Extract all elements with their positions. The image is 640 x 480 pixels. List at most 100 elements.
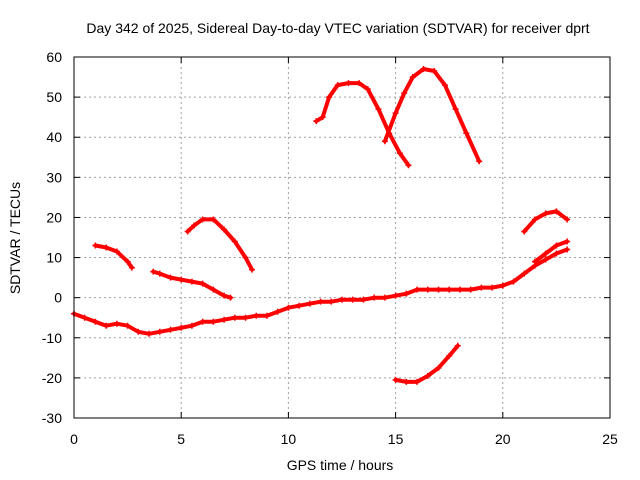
data-point [435, 364, 442, 371]
data-point [188, 322, 195, 329]
data-point [454, 342, 461, 349]
data-point [178, 324, 185, 331]
data-point [553, 242, 560, 249]
chart-title: Day 342 of 2025, Sidereal Day-to-day VTE… [86, 20, 589, 36]
data-point [103, 244, 110, 251]
data-point [150, 268, 157, 275]
data-point [414, 286, 421, 293]
data-point [339, 296, 345, 303]
series-arc-f [392, 342, 461, 385]
data-point [296, 302, 303, 309]
x-tick-label: 0 [70, 431, 78, 447]
data-point [478, 284, 485, 291]
data-point [392, 292, 399, 299]
data-point [553, 208, 560, 215]
data-point [199, 318, 206, 325]
data-point [113, 248, 120, 255]
data-point [317, 298, 324, 305]
y-tick-label: -30 [42, 410, 62, 426]
data-point [92, 242, 99, 249]
data-point [553, 250, 560, 257]
data-point [199, 280, 206, 287]
data-point [446, 286, 453, 293]
data-point [231, 314, 238, 321]
series-group [71, 66, 571, 385]
data-point [420, 66, 427, 73]
data-point [356, 80, 363, 87]
data-point [467, 286, 474, 293]
data-point [306, 300, 313, 307]
series-line-arc-h [533, 239, 570, 264]
data-point [128, 264, 135, 271]
data-point [231, 238, 238, 245]
data-point [135, 328, 142, 335]
data-point [242, 254, 249, 261]
data-point [227, 294, 234, 301]
data-point [360, 296, 367, 303]
data-point [221, 292, 228, 299]
y-tick-label: -10 [42, 330, 62, 346]
data-point [564, 216, 571, 223]
data-point [242, 314, 249, 321]
data-point [349, 296, 356, 303]
data-point [221, 316, 228, 323]
data-point [521, 228, 528, 235]
data-point [178, 276, 185, 283]
data-point [510, 278, 517, 285]
data-point [431, 68, 438, 75]
data-point [476, 158, 483, 165]
data-point [113, 320, 120, 327]
data-point [452, 106, 459, 113]
data-point [414, 378, 421, 385]
data-point [319, 114, 326, 121]
data-point [210, 216, 217, 223]
data-point [531, 258, 538, 265]
data-point [221, 226, 228, 233]
data-point [499, 282, 506, 289]
series-arc-a [92, 242, 135, 271]
data-point [371, 294, 378, 301]
data-point [326, 94, 333, 101]
data-point [405, 162, 412, 169]
x-tick-label: 5 [177, 431, 185, 447]
data-point [542, 250, 549, 257]
series-arc-g [521, 208, 571, 235]
data-point [424, 372, 431, 379]
series-arc-d [313, 80, 412, 169]
data-point [334, 82, 341, 89]
y-tick-label: 10 [46, 250, 62, 266]
data-point [156, 328, 163, 335]
series-line-arc-e [382, 67, 482, 164]
data-point [103, 322, 110, 329]
data-point [191, 222, 198, 229]
data-point [424, 286, 431, 293]
x-axis-label: GPS time / hours [287, 457, 394, 473]
data-point [285, 304, 292, 311]
series-arc-e [381, 66, 483, 165]
series-line-arc-c [185, 217, 254, 272]
data-point [409, 74, 416, 81]
data-point [146, 330, 153, 337]
data-point [92, 318, 99, 325]
series-arc-h [531, 238, 571, 265]
data-point [456, 286, 463, 293]
data-point [375, 106, 382, 113]
data-point [564, 246, 571, 253]
x-tick-label: 10 [281, 431, 297, 447]
data-point [542, 210, 549, 217]
y-axis-label: SDTVAR / TECUs [7, 182, 23, 294]
data-point [253, 312, 260, 319]
data-point [167, 326, 174, 333]
series-arc-b [150, 268, 234, 301]
data-point [403, 378, 410, 385]
data-point [156, 270, 163, 277]
x-tick-label: 15 [388, 431, 404, 447]
series-arc-c [184, 216, 255, 273]
y-tick-label: 30 [46, 169, 62, 185]
plot-frame [73, 56, 611, 419]
data-point [381, 294, 388, 301]
data-point [167, 274, 174, 281]
y-tick-label: 50 [46, 89, 62, 105]
data-point [124, 258, 131, 265]
data-point [274, 308, 281, 315]
